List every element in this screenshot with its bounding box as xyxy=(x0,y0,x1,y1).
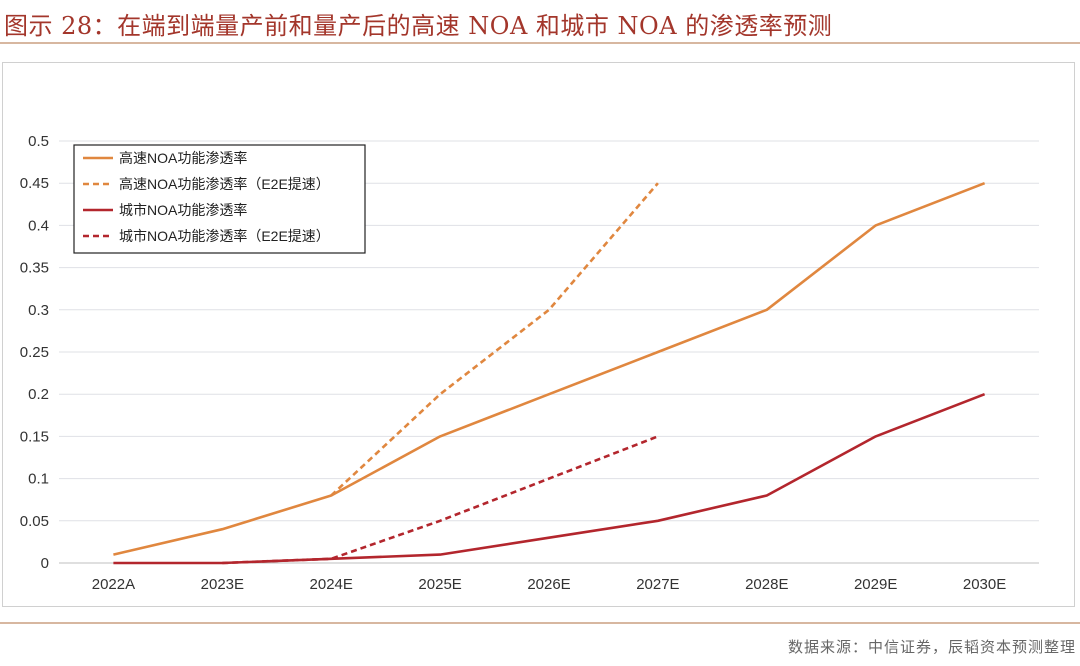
x-tick-label: 2026E xyxy=(527,576,570,593)
x-tick-label: 2023E xyxy=(201,576,244,593)
y-tick-label: 0.5 xyxy=(28,133,49,150)
report-header: 图示 28：在端到端量产前和量产后的高速 NOA 和城市 NOA 的渗透率预测 xyxy=(0,0,1080,44)
legend-label: 高速NOA功能渗透率 xyxy=(119,150,247,166)
y-tick-label: 0.25 xyxy=(20,344,49,361)
footer-divider xyxy=(0,622,1080,624)
legend-box xyxy=(73,144,366,254)
y-tick-label: 0.1 xyxy=(28,471,49,488)
legend-label: 城市NOA功能渗透率 xyxy=(119,202,247,218)
header-divider xyxy=(0,42,1080,44)
y-axis-ticks: 0 0.05 0.1 0.15 0.2 0.25 0.3 0.35 0.4 0.45 0.5 xyxy=(20,133,49,572)
y-tick-label: 0.2 xyxy=(28,386,49,403)
x-axis-ticks: 2022A 2023E 2024E 2025E 2026E 2027E 2028E 2029E… xyxy=(92,576,1006,593)
y-tick-label: 0.3 xyxy=(28,302,49,319)
y-tick-label: 0.35 xyxy=(20,260,49,277)
x-tick-label: 2025E xyxy=(418,576,461,593)
x-tick-label: 2024E xyxy=(310,576,353,593)
y-tick-label: 0 xyxy=(41,555,49,572)
x-tick-label: 2029E xyxy=(854,576,897,593)
x-tick-label: 2030E xyxy=(963,576,1006,593)
series-line-2 xyxy=(330,182,659,497)
series-line-3 xyxy=(113,392,986,565)
x-tick-label: 2028E xyxy=(745,576,788,593)
y-tick-label: 0.4 xyxy=(28,217,49,234)
y-tick-label: 0.05 xyxy=(20,513,49,530)
y-tick-label: 0.15 xyxy=(20,428,49,445)
legend-label: 高速NOA功能渗透率（E2E提速） xyxy=(119,176,330,192)
y-tick-label: 0.45 xyxy=(20,175,49,192)
legend-label: 城市NOA功能渗透率（E2E提速） xyxy=(119,228,330,244)
data-source-note: 数据来源：中信证券，辰韬资本预测整理 xyxy=(787,638,1076,656)
chart-frame: 0 0.05 0.1 0.15 0.2 0.25 0.3 0.35 0.4 0.45 0.5 202… xyxy=(2,62,1075,607)
x-tick-label: 2022A xyxy=(92,576,135,593)
chart-series xyxy=(113,181,986,565)
figure-title: 图示 28：在端到端量产前和量产后的高速 NOA 和城市 NOA 的渗透率预测 xyxy=(4,12,833,40)
x-tick-label: 2027E xyxy=(636,576,679,593)
penetration-line-chart: 0 0.05 0.1 0.15 0.2 0.25 0.3 0.35 0.4 0.45 0.5 202… xyxy=(20,133,1039,593)
series-line-4 xyxy=(222,435,659,565)
